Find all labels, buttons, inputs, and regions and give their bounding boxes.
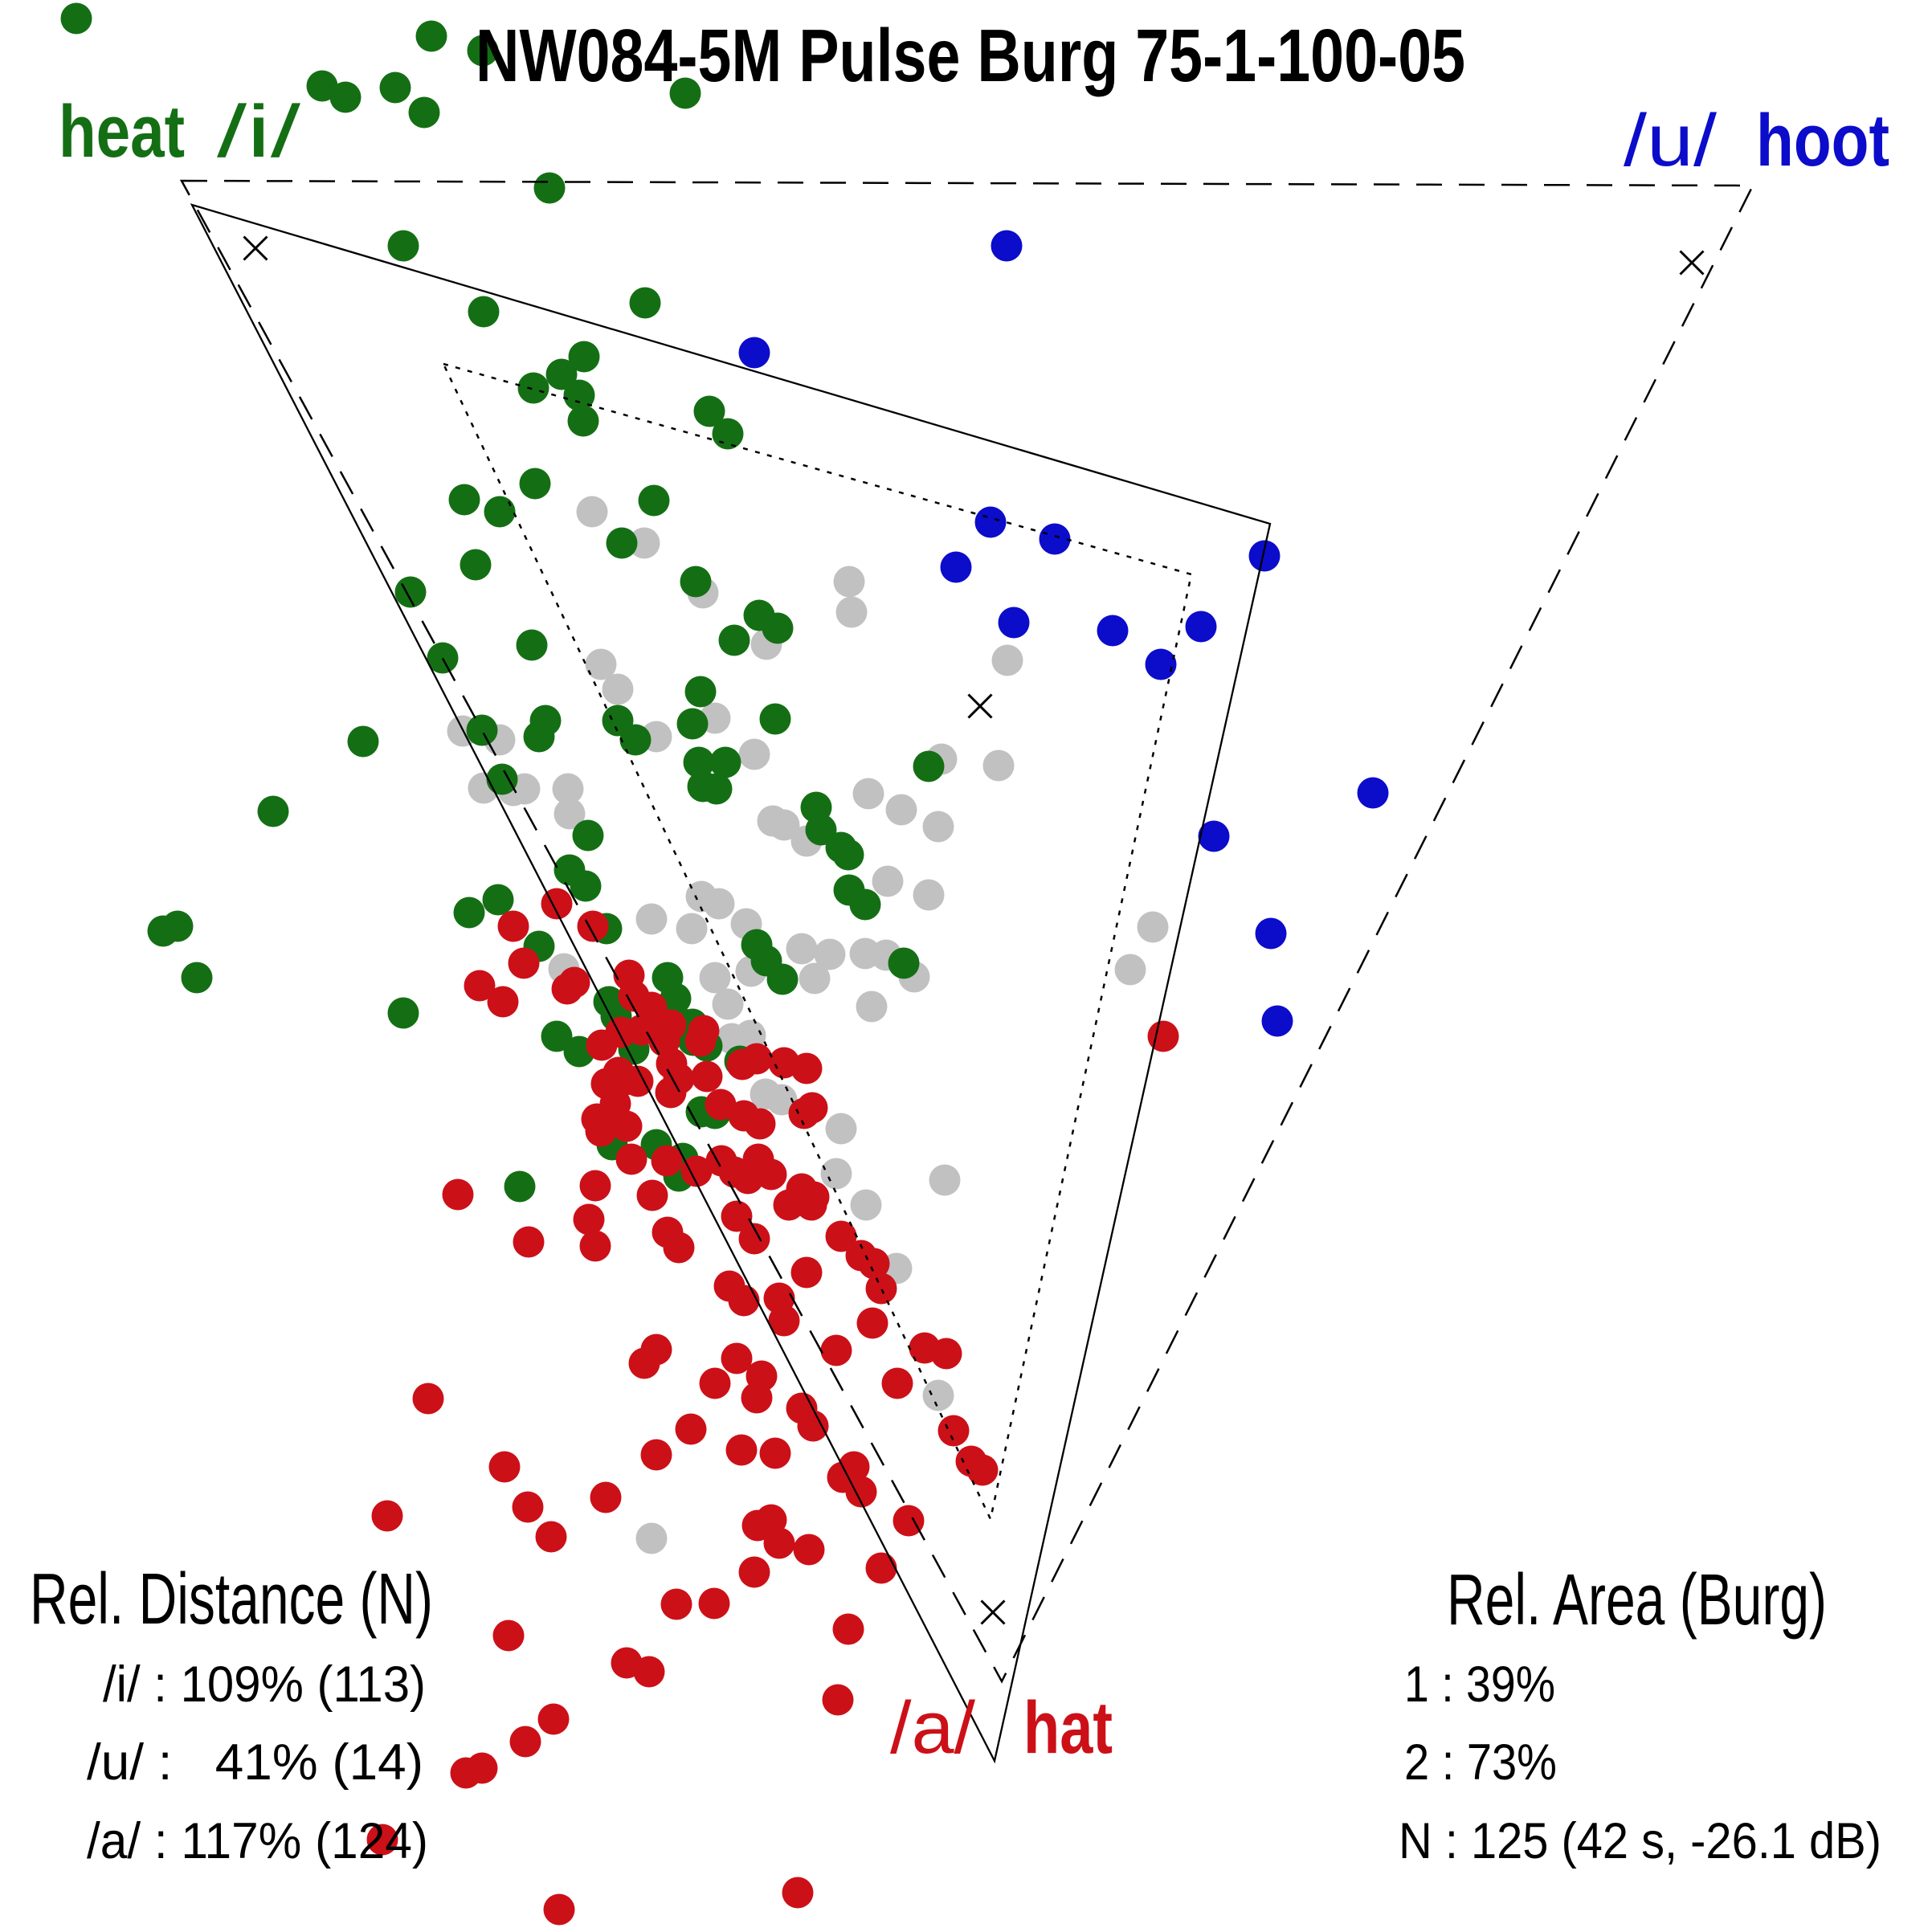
svg-text:/u/ : 41% (14): /u/ : 41% (14) [87,1734,423,1791]
svg-text:N : 125 (42 s, -26.1 dB): N : 125 (42 s, -26.1 dB) [1399,1813,1881,1869]
svg-text:/i/: /i/ [217,91,301,173]
svg-text:Rel. Distance (N): Rel. Distance (N) [30,1559,433,1640]
svg-text:2 : 73%: 2 : 73% [1404,1734,1557,1791]
svg-text:/i/ : 109% (113): /i/ : 109% (113) [103,1656,426,1713]
svg-text:/a/ : 117% (124): /a/ : 117% (124) [87,1813,428,1869]
svg-text:hat: hat [1023,1687,1113,1769]
svg-text:NW084-5M Pulse Burg 75-1-100-0: NW084-5M Pulse Burg 75-1-100-05 [476,14,1465,97]
svg-text:/a/: /a/ [890,1687,975,1769]
svg-text:hoot: hoot [1756,100,1889,182]
svg-text:1 : 39%: 1 : 39% [1404,1656,1555,1713]
svg-text:Rel. Area (Burg): Rel. Area (Burg) [1447,1560,1827,1640]
svg-text:/u/: /u/ [1624,100,1717,182]
svg-text:heat: heat [59,91,185,173]
